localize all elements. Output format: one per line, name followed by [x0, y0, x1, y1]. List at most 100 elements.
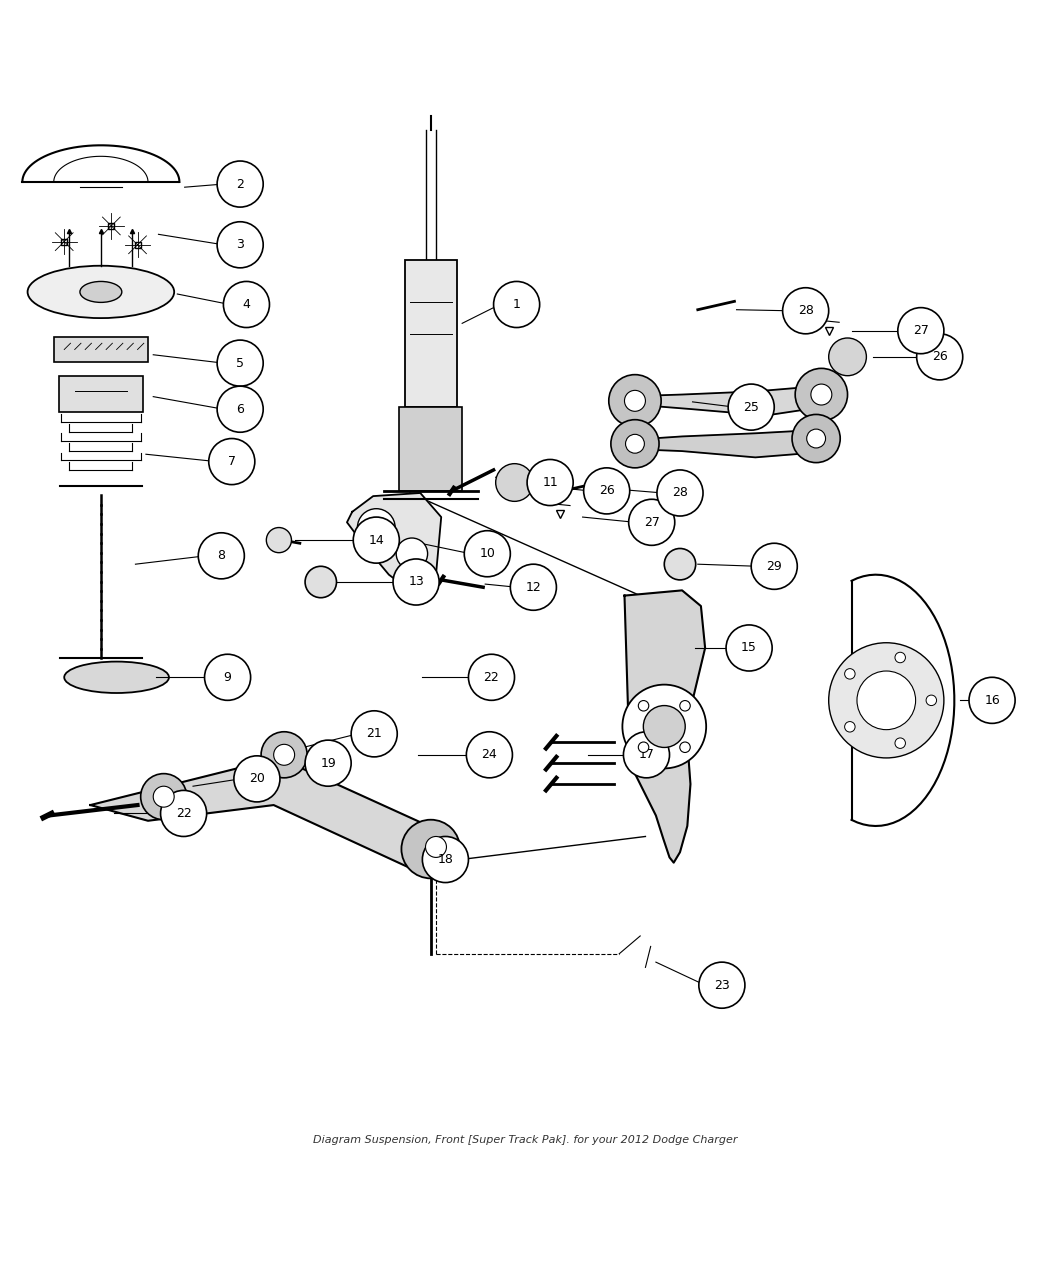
- Circle shape: [401, 820, 460, 878]
- Text: 19: 19: [320, 756, 336, 770]
- Circle shape: [624, 732, 670, 778]
- Circle shape: [153, 787, 174, 807]
- Bar: [59, 376, 143, 412]
- Circle shape: [699, 963, 744, 1009]
- Circle shape: [657, 470, 704, 516]
- Circle shape: [306, 566, 336, 598]
- Bar: [399, 407, 462, 491]
- Ellipse shape: [27, 265, 174, 317]
- Circle shape: [751, 543, 797, 589]
- Text: 9: 9: [224, 671, 232, 683]
- Text: 16: 16: [984, 694, 1000, 706]
- Text: 12: 12: [525, 580, 541, 594]
- Circle shape: [726, 625, 772, 671]
- Circle shape: [828, 338, 866, 376]
- Circle shape: [357, 509, 395, 547]
- Polygon shape: [625, 590, 706, 863]
- Circle shape: [895, 653, 905, 663]
- Circle shape: [468, 654, 514, 700]
- Circle shape: [679, 742, 690, 752]
- Text: Diagram Suspension, Front [Super Track Pak]. for your 2012 Dodge Charger: Diagram Suspension, Front [Super Track P…: [313, 1136, 737, 1145]
- Text: 8: 8: [217, 550, 226, 562]
- Circle shape: [969, 677, 1015, 723]
- Text: 3: 3: [236, 238, 244, 251]
- Circle shape: [844, 722, 855, 732]
- Circle shape: [638, 700, 649, 711]
- Circle shape: [413, 824, 459, 870]
- Circle shape: [792, 414, 840, 463]
- Circle shape: [351, 710, 397, 757]
- Text: 10: 10: [480, 547, 496, 560]
- Polygon shape: [620, 430, 823, 458]
- Text: 17: 17: [638, 748, 654, 761]
- Text: 20: 20: [249, 773, 265, 785]
- Text: 24: 24: [482, 748, 498, 761]
- Circle shape: [425, 836, 446, 857]
- Circle shape: [623, 685, 707, 769]
- Circle shape: [584, 468, 630, 514]
- Circle shape: [224, 282, 270, 328]
- Polygon shape: [620, 386, 828, 416]
- Circle shape: [611, 419, 659, 468]
- Circle shape: [609, 375, 662, 427]
- Text: 28: 28: [672, 487, 688, 500]
- Circle shape: [274, 745, 295, 765]
- Circle shape: [466, 732, 512, 778]
- Circle shape: [665, 548, 696, 580]
- Circle shape: [806, 430, 825, 448]
- Text: 21: 21: [366, 727, 382, 741]
- Text: 26: 26: [931, 351, 947, 363]
- Text: 26: 26: [598, 484, 614, 497]
- Ellipse shape: [64, 662, 169, 694]
- Circle shape: [198, 533, 245, 579]
- Circle shape: [234, 756, 280, 802]
- Circle shape: [396, 538, 427, 570]
- Circle shape: [510, 565, 556, 611]
- Circle shape: [626, 435, 645, 453]
- Circle shape: [629, 500, 675, 546]
- Text: 5: 5: [236, 357, 245, 370]
- Circle shape: [161, 790, 207, 836]
- Circle shape: [926, 695, 937, 705]
- Circle shape: [306, 740, 351, 787]
- Circle shape: [141, 774, 187, 820]
- Circle shape: [895, 738, 905, 748]
- Text: 11: 11: [542, 476, 558, 490]
- Text: 25: 25: [743, 400, 759, 413]
- Polygon shape: [90, 757, 452, 868]
- Text: 4: 4: [243, 298, 250, 311]
- Bar: [54, 337, 148, 362]
- Circle shape: [496, 464, 533, 501]
- Circle shape: [844, 668, 855, 680]
- Text: 28: 28: [798, 305, 814, 317]
- Circle shape: [644, 705, 686, 747]
- Circle shape: [782, 288, 828, 334]
- Circle shape: [625, 390, 646, 412]
- Text: 14: 14: [369, 534, 384, 547]
- Circle shape: [679, 700, 690, 711]
- Circle shape: [638, 742, 649, 752]
- Circle shape: [217, 222, 264, 268]
- Text: 22: 22: [175, 807, 191, 820]
- Circle shape: [811, 384, 832, 405]
- Circle shape: [393, 558, 439, 606]
- Circle shape: [261, 732, 308, 778]
- Text: 7: 7: [228, 455, 236, 468]
- Circle shape: [464, 530, 510, 576]
- Circle shape: [209, 439, 255, 484]
- Circle shape: [217, 161, 264, 207]
- Circle shape: [527, 459, 573, 506]
- Bar: [404, 260, 457, 407]
- Text: 1: 1: [512, 298, 521, 311]
- Text: 27: 27: [912, 324, 929, 337]
- Circle shape: [267, 528, 292, 552]
- Text: 15: 15: [741, 641, 757, 654]
- Text: 29: 29: [766, 560, 782, 572]
- Polygon shape: [346, 493, 441, 590]
- Circle shape: [917, 334, 963, 380]
- Circle shape: [217, 340, 264, 386]
- Text: 13: 13: [408, 575, 424, 589]
- Text: 18: 18: [438, 853, 454, 866]
- Circle shape: [898, 307, 944, 353]
- Circle shape: [353, 518, 399, 564]
